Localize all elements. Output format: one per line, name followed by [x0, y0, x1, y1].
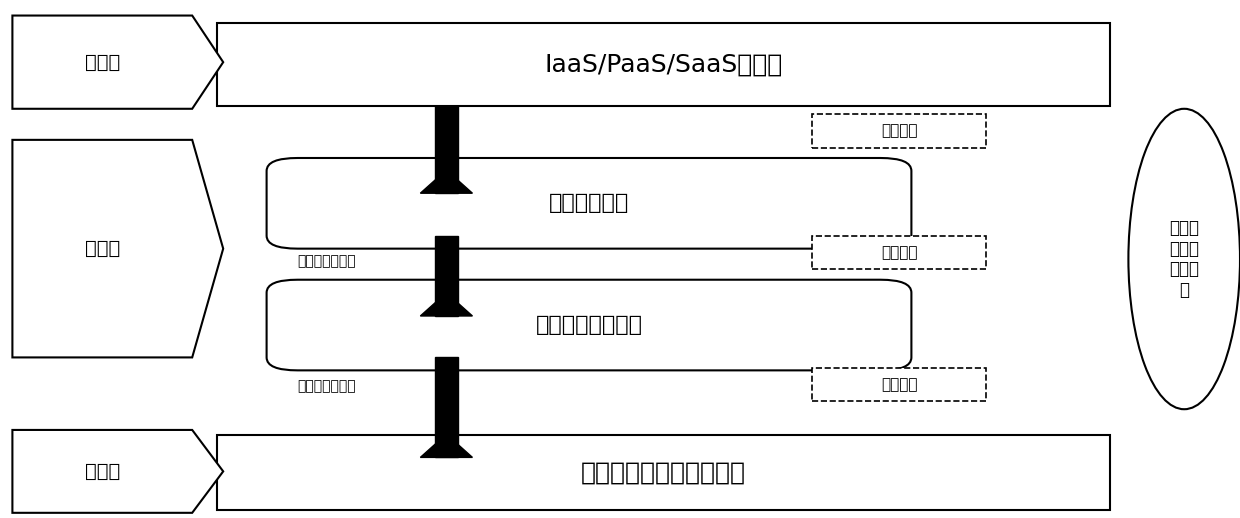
Polygon shape	[12, 430, 223, 513]
Polygon shape	[420, 170, 472, 193]
Text: 传输层: 传输层	[84, 239, 120, 258]
Bar	[435, 106, 458, 193]
FancyBboxPatch shape	[217, 435, 1110, 510]
FancyBboxPatch shape	[267, 158, 911, 249]
Polygon shape	[420, 293, 472, 316]
Text: 前置机服务器: 前置机服务器	[549, 193, 629, 213]
Polygon shape	[12, 140, 223, 357]
Polygon shape	[420, 434, 472, 457]
Text: 安全防
护设备
及中间
件: 安全防 护设备 及中间 件	[1169, 219, 1199, 299]
FancyBboxPatch shape	[812, 236, 986, 269]
Text: 传感层: 传感层	[84, 462, 120, 481]
Bar	[435, 236, 458, 316]
FancyBboxPatch shape	[812, 368, 986, 401]
Text: 数据采集: 数据采集	[880, 377, 918, 392]
Text: 数据传输: 数据传输	[880, 245, 918, 260]
Text: 数据汇集分发终端: 数据汇集分发终端	[536, 315, 642, 335]
FancyBboxPatch shape	[812, 114, 986, 148]
Polygon shape	[12, 16, 223, 109]
Text: 数据应用: 数据应用	[880, 123, 918, 138]
FancyBboxPatch shape	[267, 280, 911, 370]
Text: 应用层: 应用层	[84, 53, 120, 71]
Bar	[435, 357, 458, 457]
Text: 电、水、气、热计量表计: 电、水、气、热计量表计	[580, 461, 746, 485]
Text: IaaS/PaaS/SaaS等云端: IaaS/PaaS/SaaS等云端	[544, 53, 782, 77]
Text: 远程长距离传输: 远程长距离传输	[298, 254, 356, 269]
Text: 本地短距离组网: 本地短距离组网	[298, 379, 356, 393]
FancyBboxPatch shape	[217, 23, 1110, 106]
Ellipse shape	[1128, 109, 1240, 409]
